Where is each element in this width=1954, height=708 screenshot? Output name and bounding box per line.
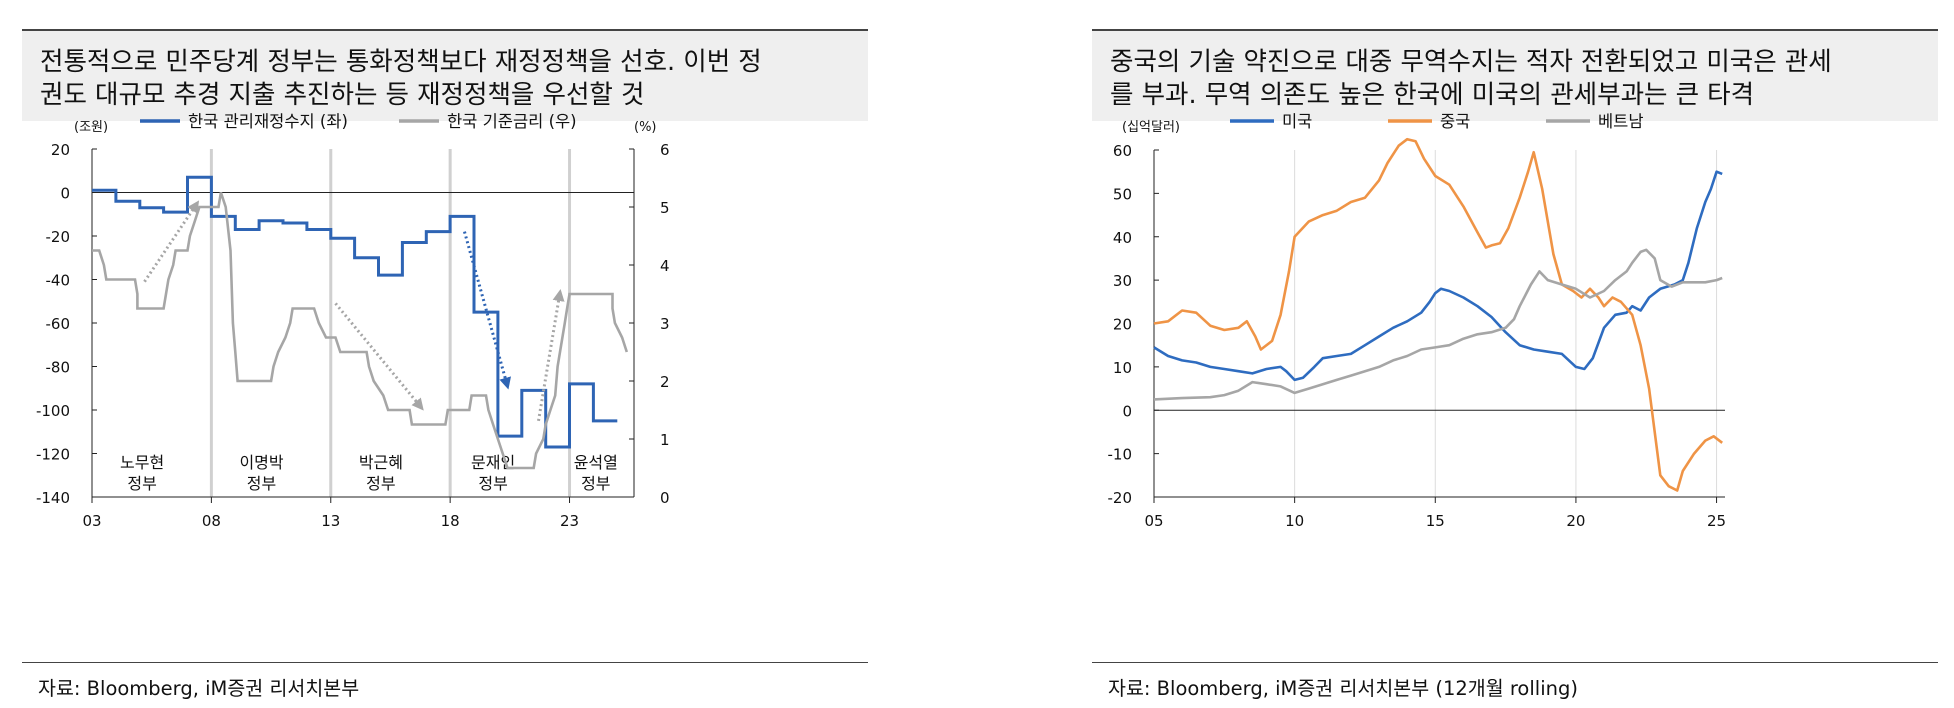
- administration-name: 노무현: [120, 453, 164, 472]
- legend-label: 베트남: [1598, 112, 1644, 131]
- y-tick-label: 20: [1113, 316, 1132, 334]
- y-tick-label-left: 20: [51, 141, 70, 159]
- trend-arrow: [537, 288, 565, 422]
- y-tick-label-right: 2: [660, 373, 670, 391]
- trend-arrow: [143, 200, 200, 283]
- y-tick-label: 10: [1113, 359, 1132, 377]
- y-tick-label-right: 5: [660, 199, 670, 217]
- y-tick-label-left: -80: [46, 359, 71, 377]
- vietnam-line: [1153, 248, 1723, 401]
- administration-label: 정부: [581, 474, 610, 493]
- source-note: 자료: Bloomberg, iM증권 리서치본부 (12개월 rolling): [1108, 677, 1578, 700]
- administration-name: 윤석열: [574, 453, 618, 472]
- y-tick-label: 0: [1122, 402, 1132, 420]
- source-note: 자료: Bloomberg, iM증권 리서치본부: [38, 677, 360, 700]
- chart-title: 중국의 기술 약진으로 대중 무역수지는 적자 전환되었고 미국은 관세 를 부…: [1110, 47, 1832, 110]
- top-rule: [1092, 29, 1938, 31]
- y-tick-label-left: -100: [36, 402, 70, 420]
- fiscal-balance-line: [92, 175, 618, 449]
- y-tick-label: -10: [1108, 446, 1133, 464]
- administration-name: 이명박: [239, 453, 283, 472]
- y-tick-label-left: 0: [60, 185, 70, 203]
- x-tick-label: 03: [82, 512, 101, 530]
- administration-label: 정부: [247, 474, 276, 493]
- right-chart-panel: 중국의 기술 약진으로 대중 무역수지는 적자 전환되었고 미국은 관세 를 부…: [1092, 0, 1938, 708]
- x-tick-label: 08: [202, 512, 221, 530]
- x-tick-label: 18: [441, 512, 460, 530]
- y-unit-right: (%): [634, 120, 657, 135]
- legend-label: 한국 기준금리 (우): [447, 112, 577, 131]
- administration-label: 정부: [366, 474, 395, 493]
- y-unit: (십억달러): [1122, 120, 1180, 135]
- left-chart-panel: 전통적으로 민주당계 정부는 통화정책보다 재정정책을 선호. 이번 정 권도 …: [22, 0, 868, 708]
- trend-arrow: [463, 231, 511, 390]
- legend-label: 한국 관리재정수지 (좌): [188, 112, 348, 131]
- y-tick-label-right: 4: [660, 257, 670, 275]
- administration-label: 정부: [478, 474, 507, 493]
- y-tick-label-left: -140: [36, 489, 70, 507]
- chart-title: 전통적으로 민주당계 정부는 통화정책보다 재정정책을 선호. 이번 정 권도 …: [40, 47, 762, 110]
- administration-label: 정부: [127, 474, 156, 493]
- x-tick-label: 05: [1144, 512, 1163, 530]
- bottom-rule: [22, 662, 868, 663]
- y-tick-label: 60: [1113, 142, 1132, 160]
- bottom-rule: [1092, 662, 1938, 663]
- y-tick-label-left: -120: [36, 446, 70, 464]
- y-tick-label: 50: [1113, 185, 1132, 203]
- y-tick-label-right: 1: [660, 431, 670, 449]
- y-unit-left: (조원): [74, 120, 108, 135]
- base-rate-line: [92, 192, 629, 470]
- x-tick-label: 25: [1707, 512, 1726, 530]
- y-tick-label: 40: [1113, 229, 1132, 247]
- y-tick-label-right: 3: [660, 315, 670, 333]
- y-tick-label: 30: [1113, 272, 1132, 290]
- y-tick-label-left: -40: [46, 272, 71, 290]
- x-tick-label: 10: [1285, 512, 1304, 530]
- y-tick-label-right: 6: [660, 141, 670, 159]
- x-tick-label: 23: [560, 512, 579, 530]
- x-tick-label: 15: [1426, 512, 1445, 530]
- trend-arrow: [334, 302, 424, 411]
- legend-label: 미국: [1282, 112, 1312, 131]
- administration-name: 박근혜: [359, 453, 403, 472]
- left-chart: 20 0 -20 -40 -60 -80 -100 -120 -140 6 5 4 3 2 1 0 03 08 13…: [36, 112, 670, 530]
- x-tick-label: 13: [321, 512, 340, 530]
- us-line: [1153, 170, 1723, 382]
- y-tick-label-right: 0: [660, 489, 670, 507]
- right-chart: 60 50 40 30 20 10 0 -10 -20 05 10 15 20 25 (십억달러) 미국 중국 베…: [1108, 112, 1727, 530]
- top-rule: [22, 29, 868, 31]
- china-line: [1153, 137, 1723, 492]
- x-tick-label: 20: [1566, 512, 1585, 530]
- title-box: 전통적으로 민주당계 정부는 통화정책보다 재정정책을 선호. 이번 정 권도 …: [22, 31, 868, 121]
- y-tick-label-left: -20: [46, 228, 71, 246]
- y-tick-label-left: -60: [46, 315, 71, 333]
- y-tick-label: -20: [1108, 489, 1133, 507]
- legend-label: 중국: [1440, 112, 1470, 131]
- title-box: 중국의 기술 약진으로 대중 무역수지는 적자 전환되었고 미국은 관세 를 부…: [1092, 31, 1938, 121]
